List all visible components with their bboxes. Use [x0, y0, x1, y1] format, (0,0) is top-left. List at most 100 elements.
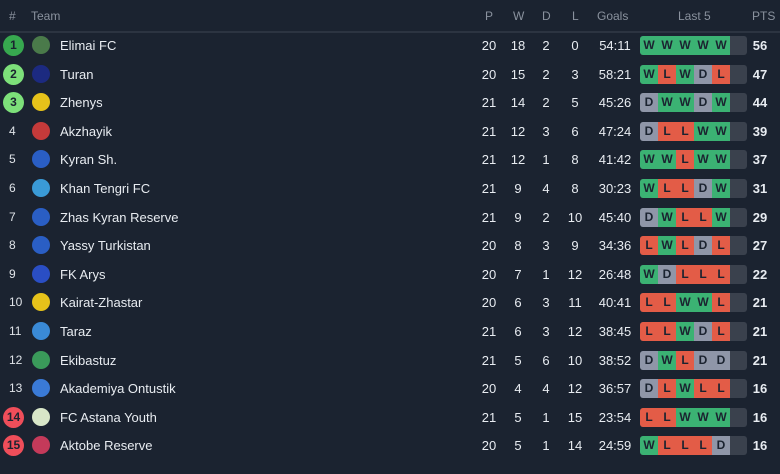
form-result[interactable]: W: [712, 179, 730, 198]
form-result[interactable]: W: [676, 407, 694, 427]
table-row[interactable]: 13 Akademiya Ontustik 20 4 4 12 36:57 D L W L L 16: [0, 374, 780, 402]
form-result[interactable]: L: [658, 179, 676, 198]
table-row[interactable]: 9 FK Arys 20 7 1 12 26:48 W D L L L 22: [0, 260, 780, 288]
table-row[interactable]: 11 Taraz 21 6 3 12 38:45 L L W D L 21: [0, 317, 780, 345]
table-row[interactable]: 5 Kyran Sh. 21 12 1 8 41:42 W W L W W 37: [0, 145, 780, 173]
form-result[interactable]: L: [658, 64, 676, 84]
form-result[interactable]: W: [712, 207, 730, 227]
form-result[interactable]: W: [694, 407, 712, 427]
table-row[interactable]: 3 Zhenys 21 14 2 5 45:26 D W W D W 44: [0, 88, 780, 116]
form-result[interactable]: W: [694, 36, 712, 55]
table-row[interactable]: 15 Aktobe Reserve 20 5 1 14 24:59 W L L L D 16: [0, 431, 780, 459]
form-result[interactable]: L: [694, 436, 712, 456]
form-result[interactable]: W: [676, 379, 694, 399]
form-result[interactable]: L: [658, 322, 676, 341]
form-result[interactable]: L: [712, 64, 730, 84]
form-result[interactable]: L: [640, 236, 658, 256]
form-result[interactable]: D: [640, 350, 658, 370]
form-result[interactable]: D: [640, 121, 658, 141]
form-result[interactable]: D: [640, 93, 658, 113]
table-row[interactable]: 14 FC Astana Youth 21 5 1 15 23:54 L L W W W 16: [0, 403, 780, 431]
form-result[interactable]: W: [640, 150, 658, 170]
form-result[interactable]: L: [676, 436, 694, 456]
form-result[interactable]: L: [712, 264, 730, 284]
table-row[interactable]: 1 Elimai FC 20 18 2 0 54:11 W W W W W 56: [0, 31, 780, 59]
form-result[interactable]: L: [694, 207, 712, 227]
form-result[interactable]: D: [658, 264, 676, 284]
form-result[interactable]: L: [694, 264, 712, 284]
form-result[interactable]: W: [694, 293, 712, 313]
form-result[interactable]: W: [640, 264, 658, 284]
form-result[interactable]: D: [694, 236, 712, 256]
form-result[interactable]: W: [676, 64, 694, 84]
form-result[interactable]: D: [640, 379, 658, 399]
team-name[interactable]: Yassy Turkistan: [60, 238, 151, 254]
form-result[interactable]: D: [694, 322, 712, 341]
form-result[interactable]: D: [712, 436, 730, 456]
form-result[interactable]: W: [640, 436, 658, 456]
table-row[interactable]: 12 Ekibastuz 21 5 6 10 38:52 D W L D D 21: [0, 346, 780, 374]
team-name[interactable]: Zhenys: [60, 95, 103, 111]
form-result[interactable]: L: [694, 379, 712, 399]
form-result[interactable]: W: [676, 293, 694, 313]
team-name[interactable]: Aktobe Reserve: [60, 438, 153, 454]
team-name[interactable]: FC Astana Youth: [60, 409, 157, 425]
form-result[interactable]: L: [676, 207, 694, 227]
form-result[interactable]: W: [712, 150, 730, 170]
team-name[interactable]: Ekibastuz: [60, 352, 117, 368]
form-result[interactable]: L: [676, 236, 694, 256]
team-name[interactable]: Zhas Kyran Reserve: [60, 209, 179, 225]
form-result[interactable]: W: [676, 93, 694, 113]
form-result[interactable]: L: [640, 407, 658, 427]
form-result[interactable]: L: [658, 293, 676, 313]
form-result[interactable]: L: [658, 121, 676, 141]
form-result[interactable]: W: [658, 350, 676, 370]
form-result[interactable]: L: [658, 436, 676, 456]
form-result[interactable]: L: [640, 293, 658, 313]
form-result[interactable]: L: [676, 150, 694, 170]
form-result[interactable]: W: [658, 236, 676, 256]
form-result[interactable]: L: [712, 236, 730, 256]
form-result[interactable]: W: [712, 121, 730, 141]
form-result[interactable]: L: [712, 322, 730, 341]
form-result[interactable]: L: [676, 179, 694, 198]
team-name[interactable]: FK Arys: [60, 266, 106, 282]
form-result[interactable]: W: [658, 36, 676, 55]
form-result[interactable]: L: [712, 293, 730, 313]
form-result[interactable]: W: [676, 322, 694, 341]
form-result[interactable]: L: [712, 379, 730, 399]
table-row[interactable]: 8 Yassy Turkistan 20 8 3 9 34:36 L W L D L 27: [0, 231, 780, 259]
form-result[interactable]: W: [658, 150, 676, 170]
form-result[interactable]: D: [694, 179, 712, 198]
form-result[interactable]: D: [640, 207, 658, 227]
form-result[interactable]: D: [694, 93, 712, 113]
form-result[interactable]: W: [640, 36, 658, 55]
team-name[interactable]: Elimai FC: [60, 38, 117, 53]
form-result[interactable]: W: [712, 93, 730, 113]
team-name[interactable]: Turan: [60, 66, 94, 82]
table-row[interactable]: 10 Kairat-Zhastar 20 6 3 11 40:41 L L W W L 21: [0, 288, 780, 316]
table-row[interactable]: 7 Zhas Kyran Reserve 21 9 2 10 45:40 D W L L W 29: [0, 203, 780, 231]
form-result[interactable]: W: [658, 93, 676, 113]
form-result[interactable]: W: [658, 207, 676, 227]
form-result[interactable]: L: [676, 121, 694, 141]
form-result[interactable]: L: [676, 264, 694, 284]
table-row[interactable]: 6 Khan Tengri FC 21 9 4 8 30:23 W L L D W 31: [0, 174, 780, 202]
form-result[interactable]: W: [694, 121, 712, 141]
form-result[interactable]: W: [712, 36, 730, 55]
form-result[interactable]: W: [694, 150, 712, 170]
form-result[interactable]: D: [712, 350, 730, 370]
form-result[interactable]: L: [640, 322, 658, 341]
form-result[interactable]: W: [640, 179, 658, 198]
team-name[interactable]: Kyran Sh.: [60, 152, 118, 168]
form-result[interactable]: L: [676, 350, 694, 370]
form-result[interactable]: D: [694, 350, 712, 370]
table-row[interactable]: 4 Akzhayik 21 12 3 6 47:24 D L L W W 39: [0, 117, 780, 145]
form-result[interactable]: W: [640, 64, 658, 84]
team-name[interactable]: Kairat-Zhastar: [60, 295, 143, 311]
form-result[interactable]: L: [658, 379, 676, 399]
team-name[interactable]: Khan Tengri FC: [60, 181, 151, 196]
form-result[interactable]: W: [676, 36, 694, 55]
table-row[interactable]: 2 Turan 20 15 2 3 58:21 W L W D L 47: [0, 60, 780, 88]
team-name[interactable]: Taraz: [60, 324, 92, 339]
